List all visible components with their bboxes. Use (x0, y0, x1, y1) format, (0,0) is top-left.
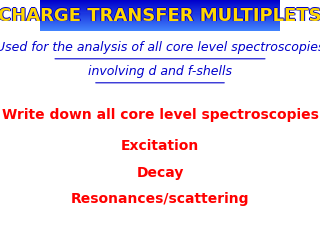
Text: Decay: Decay (136, 166, 184, 180)
Text: Excitation: Excitation (121, 139, 199, 153)
FancyBboxPatch shape (40, 30, 280, 31)
FancyBboxPatch shape (40, 20, 280, 21)
FancyBboxPatch shape (40, 10, 280, 12)
FancyBboxPatch shape (40, 4, 280, 5)
Text: CHARGE TRANSFER MULTIPLETS: CHARGE TRANSFER MULTIPLETS (0, 6, 320, 25)
FancyBboxPatch shape (40, 9, 280, 10)
FancyBboxPatch shape (40, 5, 280, 6)
Text: CHARGE TRANSFER MULTIPLETS: CHARGE TRANSFER MULTIPLETS (0, 6, 320, 24)
FancyBboxPatch shape (40, 24, 280, 25)
FancyBboxPatch shape (40, 15, 280, 16)
FancyBboxPatch shape (40, 22, 280, 23)
Text: CHARGE TRANSFER MULTIPLETS: CHARGE TRANSFER MULTIPLETS (0, 7, 320, 25)
FancyBboxPatch shape (40, 8, 280, 9)
Text: Write down all core level spectroscopies: Write down all core level spectroscopies (2, 108, 318, 122)
FancyBboxPatch shape (40, 3, 280, 4)
FancyBboxPatch shape (40, 12, 280, 13)
FancyBboxPatch shape (40, 16, 280, 17)
FancyBboxPatch shape (40, 19, 280, 20)
Text: involving d and f-shells: involving d and f-shells (88, 66, 232, 78)
FancyBboxPatch shape (40, 18, 280, 19)
FancyBboxPatch shape (40, 26, 280, 27)
FancyBboxPatch shape (40, 27, 280, 28)
FancyBboxPatch shape (40, 0, 280, 1)
Text: CHARGE TRANSFER MULTIPLETS: CHARGE TRANSFER MULTIPLETS (0, 6, 320, 25)
FancyBboxPatch shape (40, 28, 280, 29)
FancyBboxPatch shape (40, 7, 280, 8)
FancyBboxPatch shape (40, 6, 280, 7)
FancyBboxPatch shape (40, 29, 280, 30)
Text: Resonances/scattering: Resonances/scattering (71, 192, 249, 206)
FancyBboxPatch shape (40, 2, 280, 3)
FancyBboxPatch shape (40, 17, 280, 18)
FancyBboxPatch shape (40, 1, 280, 2)
FancyBboxPatch shape (40, 21, 280, 22)
Text: Used for the analysis of all core level spectroscopies: Used for the analysis of all core level … (0, 42, 320, 54)
FancyBboxPatch shape (40, 13, 280, 15)
FancyBboxPatch shape (40, 23, 280, 24)
Text: CHARGE TRANSFER MULTIPLETS: CHARGE TRANSFER MULTIPLETS (0, 6, 320, 25)
FancyBboxPatch shape (40, 25, 280, 26)
